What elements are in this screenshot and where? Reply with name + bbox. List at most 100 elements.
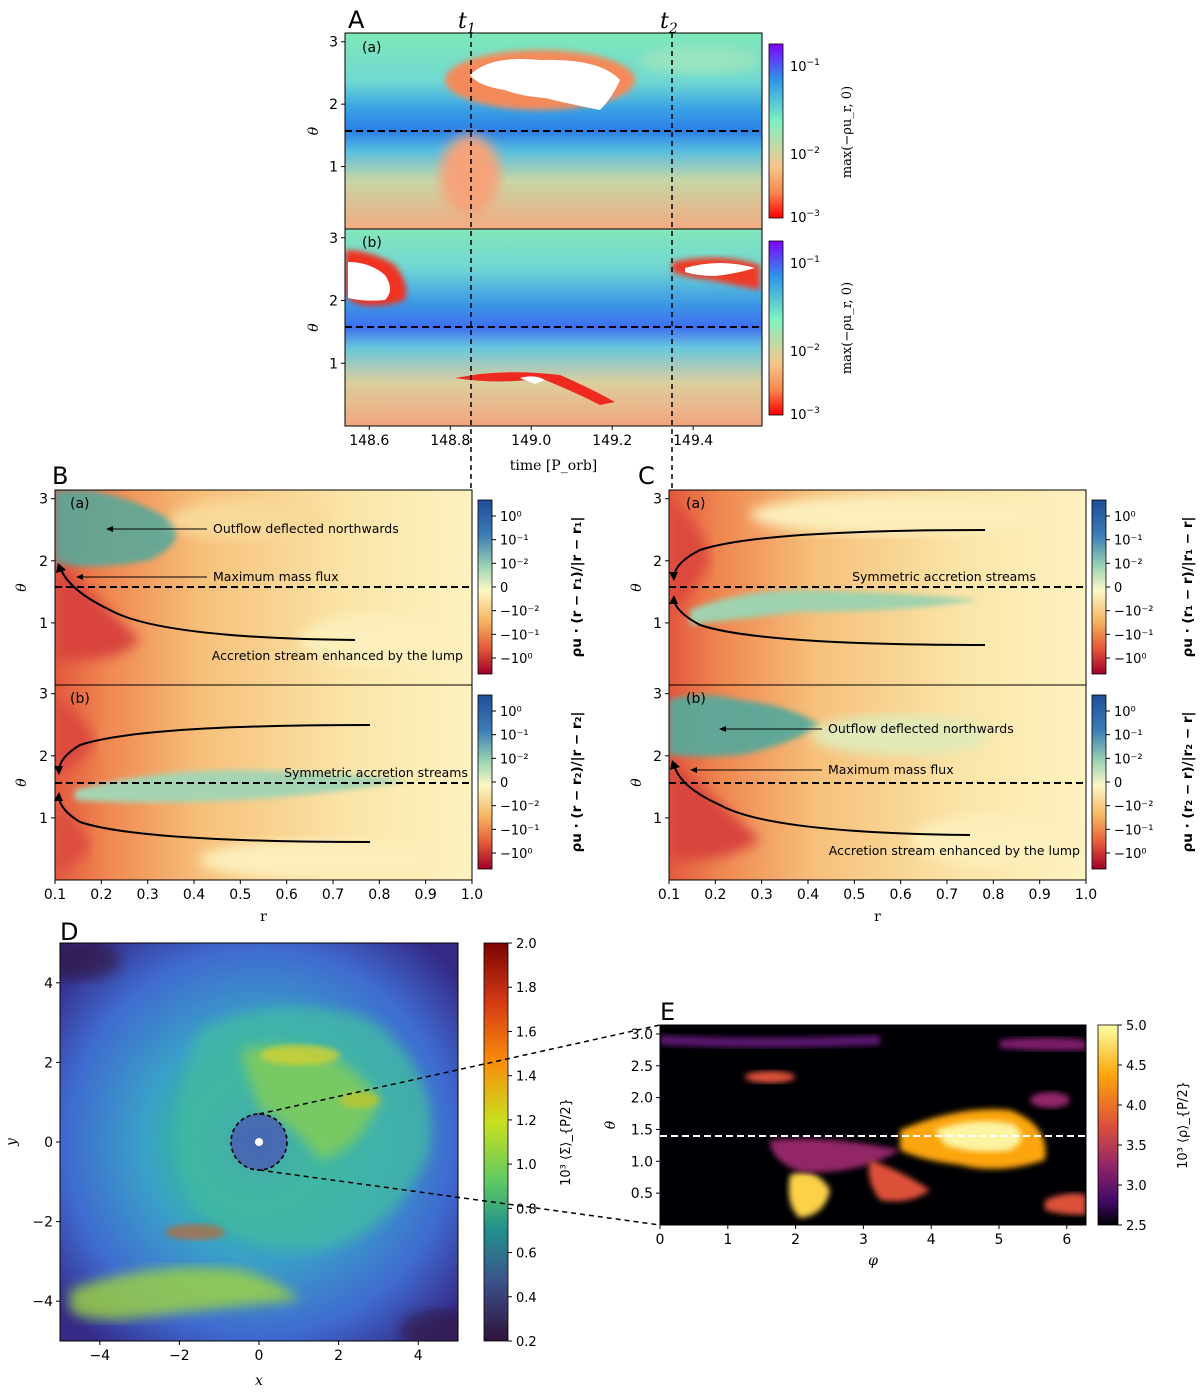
x-tick-label: 0 bbox=[255, 1348, 264, 1364]
sub-label-b: (b) bbox=[362, 235, 382, 251]
colorbar-tick-label: 0 bbox=[1114, 776, 1122, 791]
x-tick-label: 0.7 bbox=[322, 887, 344, 903]
x-tick-label: 0.1 bbox=[44, 887, 66, 903]
y-tick-label: 0.5 bbox=[631, 1186, 653, 1202]
y-tick-label: 2.0 bbox=[631, 1091, 653, 1107]
y-tick-label: 1 bbox=[653, 811, 662, 827]
x-tick-label: 0.8 bbox=[368, 887, 390, 903]
heatmap-B-a: Outflow deflected northwards Maximum mas… bbox=[54, 489, 473, 686]
zoom-connector bbox=[258, 1169, 661, 1226]
colorbar-tick-label: 10⁻¹ bbox=[1114, 729, 1143, 744]
colorbar-tick-label: 10⁰ bbox=[500, 705, 522, 720]
y-tick-label: 2 bbox=[329, 97, 338, 113]
colorbar-tick-label: 0 bbox=[500, 581, 508, 596]
x-tick-label: 149.2 bbox=[592, 433, 632, 449]
y-tick-label: 2 bbox=[653, 554, 662, 570]
colorbar-tick-label: −10⁰ bbox=[500, 847, 533, 862]
heatmap-D bbox=[59, 942, 459, 1342]
colorbar-tick-label: 0 bbox=[500, 776, 508, 791]
y-tick-label: 1 bbox=[653, 616, 662, 632]
colorbar-tick-label: 0.2 bbox=[516, 1335, 537, 1350]
axes-A: 1 2 3 θ 1 2 3 θ 148.6 148.8 149.0 149.2 149.4 time [P… bbox=[306, 35, 713, 474]
colorbar-tick-label: −10⁻² bbox=[500, 800, 540, 815]
axes-B: 1 2 3 θ 1 2 3 θ 0.1 0.2 0.3 0.4 0.5 0.6 0.7 0.8 0.9 1.0 r bbox=[14, 492, 483, 925]
colorbar-tick-label: 10⁰ bbox=[1114, 705, 1136, 720]
colorbar-tick-label: −10⁰ bbox=[1114, 652, 1147, 667]
svg-text:10−2: 10−2 bbox=[790, 146, 820, 163]
colorbar-tick-label: −10⁻² bbox=[500, 605, 540, 620]
x-tick-label: 1.0 bbox=[461, 887, 483, 903]
y-tick-label: 1 bbox=[329, 356, 338, 372]
x-tick-label: 0.5 bbox=[229, 887, 251, 903]
x-axis-label: time [P_orb] bbox=[510, 458, 598, 474]
colorbar-B-a: ρu · (r − r₁)/|r − r₁| 10⁰ 10⁻¹ 10⁻² 0 −10⁻²… bbox=[477, 499, 585, 675]
x-tick-label: 0.9 bbox=[1029, 887, 1051, 903]
y-tick-label: 3.0 bbox=[631, 1027, 653, 1043]
y-tick-label: 3 bbox=[329, 35, 338, 51]
x-axis-label: φ bbox=[868, 1253, 878, 1269]
colorbar-tick-label: −10⁻² bbox=[1114, 605, 1154, 620]
x-tick-label: 0.6 bbox=[890, 887, 912, 903]
colorbar-E: 10³ ⟨ρ⟩_{P/2} 5.0 4.5 4.0 3.5 3.0 2.5 bbox=[1097, 1019, 1191, 1234]
svg-text:10−3: 10−3 bbox=[790, 406, 820, 423]
svg-text:10³ ⟨ρ⟩_{P/2}: 10³ ⟨ρ⟩_{P/2} bbox=[1176, 1081, 1191, 1169]
svg-text:10−1: 10−1 bbox=[790, 255, 820, 272]
heatmap-B-b: Symmetric accretion streams (b) bbox=[54, 684, 473, 881]
white-region-A-a bbox=[470, 59, 620, 110]
colorbar-tick-label: 1.8 bbox=[516, 981, 537, 996]
y-axis-label: θ bbox=[629, 583, 645, 592]
colorbar-tick-label: 10⁻¹ bbox=[500, 729, 529, 744]
axes-C: 1 2 3 θ 1 2 3 θ 0.1 0.2 0.3 0.4 0.5 0.6 0.7 0.8 0.9 1.0 r bbox=[629, 492, 1097, 925]
colorbar-tick-label: 10⁻¹ bbox=[500, 534, 529, 549]
svg-text:(b): (b) bbox=[686, 691, 706, 707]
y-tick-label: 2 bbox=[329, 294, 338, 310]
colorbar-tick-label: 0.8 bbox=[516, 1202, 537, 1217]
panel-letter-C: C bbox=[638, 462, 655, 490]
panel-letter-A: A bbox=[348, 6, 365, 34]
x-tick-label: 6 bbox=[1062, 1232, 1071, 1248]
x-tick-label: 149.4 bbox=[673, 433, 713, 449]
panel-letter-E: E bbox=[660, 998, 675, 1026]
zoom-connector bbox=[258, 1024, 661, 1115]
svg-text:ρu · (r − r₂)/|r − r₂|: ρu · (r − r₂)/|r − r₂| bbox=[569, 712, 585, 853]
x-tick-label: 2 bbox=[334, 1348, 343, 1364]
svg-text:10³ ⟨Σ⟩_{P/2}: 10³ ⟨Σ⟩_{P/2} bbox=[559, 1098, 574, 1186]
central-dot bbox=[255, 1138, 263, 1146]
colorbar-tick-label: −10⁰ bbox=[500, 652, 533, 667]
y-tick-label: 3 bbox=[39, 492, 48, 508]
x-tick-label: 5 bbox=[995, 1232, 1004, 1248]
panel-letter-B: B bbox=[52, 462, 68, 490]
sub-label-a: (a) bbox=[362, 40, 382, 56]
y-tick-label: −4 bbox=[32, 1294, 53, 1310]
colorbar-tick-label: 0.6 bbox=[516, 1247, 537, 1262]
colorbar-tick-label: 10⁻¹ bbox=[1114, 534, 1143, 549]
colorbar-tick-label: 0.4 bbox=[516, 1291, 537, 1306]
y-axis-label: θ bbox=[603, 1120, 619, 1129]
colorbar-tick-label: 3.5 bbox=[1126, 1139, 1147, 1154]
red-stream-A-b bbox=[455, 372, 615, 405]
svg-text:ρu · (r₂ − r)/|r₂ − r|: ρu · (r₂ − r)/|r₂ − r| bbox=[1180, 712, 1196, 853]
heatmap-A-b: (b) bbox=[344, 228, 763, 427]
annotation: Maximum mass flux bbox=[828, 762, 954, 777]
x-tick-label: 0 bbox=[656, 1232, 665, 1248]
colorbar-tick-label: 10⁻² bbox=[500, 557, 529, 572]
y-tick-label: −2 bbox=[32, 1215, 53, 1231]
x-tick-label: −2 bbox=[169, 1348, 190, 1364]
x-tick-label: 1 bbox=[723, 1232, 732, 1248]
axes-E: 0.5 1.0 1.5 2.0 2.5 3.0 θ 0 1 2 3 4 5 6 φ bbox=[603, 1027, 1071, 1269]
annotation: Maximum mass flux bbox=[213, 569, 339, 584]
x-tick-label: 2 bbox=[791, 1232, 800, 1248]
annotation: Accretion stream enhanced by the lump bbox=[829, 843, 1080, 858]
heatmap-C-b: Outflow deflected northwards Maximum mas… bbox=[668, 684, 1087, 881]
annotation: Symmetric accretion streams bbox=[284, 765, 468, 780]
y-tick-label: 2 bbox=[39, 749, 48, 765]
t1-marker-label: t1 bbox=[458, 9, 476, 37]
colorbar-tick-label: 4.5 bbox=[1126, 1059, 1147, 1074]
y-tick-label: 1.5 bbox=[631, 1122, 653, 1138]
annotation: Outflow deflected northwards bbox=[213, 521, 399, 536]
y-axis-label: θ bbox=[306, 323, 322, 332]
y-tick-label: 3 bbox=[653, 492, 662, 508]
colorbar-tick-label: 1.2 bbox=[516, 1114, 537, 1129]
colorbar-tick-label: −10⁻¹ bbox=[1114, 823, 1154, 838]
x-tick-label: 148.8 bbox=[430, 433, 470, 449]
